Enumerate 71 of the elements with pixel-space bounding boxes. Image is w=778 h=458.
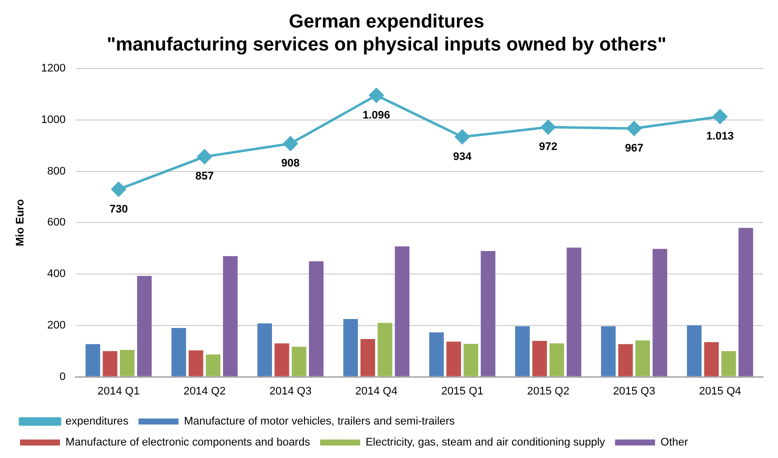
data-label: 967 <box>624 142 644 154</box>
point <box>455 130 470 144</box>
data-label: 972 <box>539 141 558 154</box>
legend-label: Electricity, gas, steam and air conditioning supply <box>366 436 606 449</box>
data-label: 908 <box>281 158 300 170</box>
bar <box>738 228 754 376</box>
bar <box>601 326 616 376</box>
bar <box>618 344 633 376</box>
text: German expenditures <box>288 12 484 33</box>
bar <box>120 350 135 376</box>
point <box>111 182 126 197</box>
bar <box>257 323 272 376</box>
bar <box>86 344 100 376</box>
bar <box>635 340 650 376</box>
bar <box>274 343 290 376</box>
y-tick-label: 200 <box>47 319 66 332</box>
bar <box>308 261 324 376</box>
legend-label: Other <box>660 436 688 449</box>
bar <box>480 250 496 376</box>
point <box>540 120 556 134</box>
y-tick-label: 1200 <box>41 62 66 75</box>
point <box>197 149 212 164</box>
x-tick-label: 2014 Q3 <box>269 385 312 398</box>
y-tick-label: 1000 <box>41 114 66 126</box>
x-tick-label: 2015 Q2 <box>527 385 570 398</box>
bar <box>515 326 530 376</box>
x-tick-label: 2014 Q2 <box>183 385 226 398</box>
bar <box>550 343 564 376</box>
bar <box>704 342 719 376</box>
point <box>369 88 384 103</box>
bar <box>686 325 702 376</box>
point <box>712 109 728 124</box>
data-label: 934 <box>453 150 472 163</box>
bar <box>532 340 547 376</box>
bar <box>446 342 462 376</box>
x-tick-label: 2015 Q3 <box>613 385 656 398</box>
x-tick-label: 2015 Q1 <box>441 385 484 398</box>
y-tick-label: 800 <box>47 165 66 178</box>
y-tick-label: 600 <box>47 216 66 229</box>
legend-label: Manufacture of electronic components and boards <box>66 436 311 449</box>
y-tick-label: 400 <box>47 268 66 280</box>
data-label: 730 <box>109 203 128 216</box>
bar <box>188 350 204 376</box>
bar <box>721 351 736 376</box>
y-axis-title: Mio Euro <box>14 198 27 246</box>
bar <box>343 319 358 376</box>
x-tick-label: 2014 Q4 <box>355 385 398 398</box>
bar <box>652 248 668 376</box>
bar <box>429 332 444 376</box>
legend-label: Manufacture of motor vehicles, trailers and semi-trailers <box>184 416 456 428</box>
data-label: 1.096 <box>362 109 390 122</box>
x-tick-label: 2014 Q1 <box>98 385 140 398</box>
x-tick-label: 2015 Q4 <box>698 385 742 398</box>
legend-label: expenditures <box>66 416 129 428</box>
bar <box>223 256 238 376</box>
bar <box>171 328 186 376</box>
bar <box>566 248 582 376</box>
bar <box>137 276 152 376</box>
text: "manufacturing services on physical inputs owned by others" <box>106 34 666 56</box>
bar <box>378 322 392 376</box>
point <box>283 136 298 151</box>
bar <box>360 339 376 376</box>
bar <box>394 246 410 376</box>
point <box>626 121 642 136</box>
bar <box>102 351 118 376</box>
y-tick-label: 0 <box>60 370 66 383</box>
bar <box>464 344 478 376</box>
data-label: 857 <box>195 170 214 183</box>
bar <box>206 354 220 376</box>
bar <box>292 346 306 376</box>
data-label: 1.013 <box>706 130 734 143</box>
